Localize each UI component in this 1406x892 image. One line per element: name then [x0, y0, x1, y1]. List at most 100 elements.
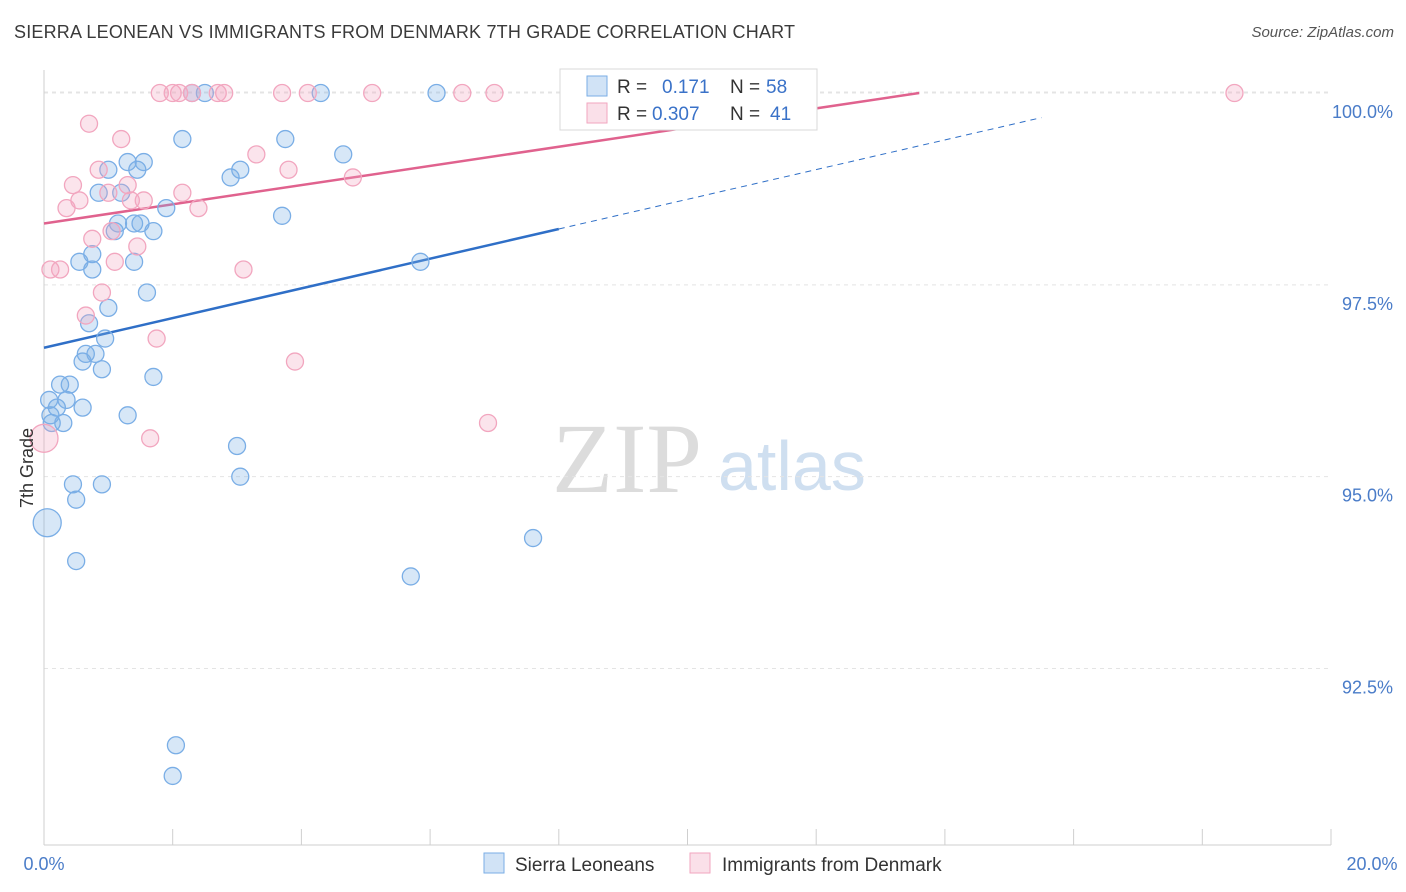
point-sierra-leoneans [173, 129, 192, 149]
point-sierra-leoneans [272, 206, 292, 225]
point-sierra-leoneans [401, 567, 420, 586]
point-sierra-leoneans [124, 252, 144, 271]
point-immigrants-denmark [453, 83, 472, 103]
point-sierra-leoneans [83, 260, 102, 279]
y-axis-label: 7th Grade [17, 428, 37, 508]
point-immigrants-denmark [272, 83, 292, 103]
point-sierra-leoneans [166, 736, 186, 755]
bottom-legend-swatch-sierra-leoneans [483, 852, 505, 874]
point-sierra-leoneans [134, 152, 153, 172]
legend-r-value-2: 0.307 [652, 104, 700, 125]
point-sierra-leoneans [86, 344, 105, 364]
point-sierra-leoneans [137, 283, 157, 302]
point-sierra-leoneans [144, 221, 163, 241]
point-sierra-leoneans [231, 467, 250, 486]
point-sierra-leoneans [54, 413, 73, 433]
point-immigrants-denmark [89, 160, 108, 179]
watermark-atlas: atlas [718, 427, 866, 505]
point-immigrants-denmark [279, 160, 298, 179]
y-tick-label: 97.5% [1342, 294, 1393, 314]
point-sierra-leoneans [60, 375, 79, 394]
point-sierra-leoneans [118, 152, 137, 172]
point-immigrants-denmark [215, 83, 234, 103]
point-sierra-leoneans [32, 508, 62, 538]
point-immigrants-denmark [247, 145, 266, 164]
trend-line-0 [43, 227, 560, 349]
series-legend: Sierra Leoneans Immigrants from Denmark [483, 852, 942, 876]
bottom-legend-label-immigrants-denmark: Immigrants from Denmark [722, 855, 942, 876]
point-immigrants-denmark [169, 83, 189, 103]
x-tick-label-max: 20.0% [1346, 854, 1397, 874]
point-sierra-leoneans [157, 198, 176, 218]
point-immigrants-denmark [112, 129, 131, 149]
point-immigrants-denmark [208, 83, 227, 103]
point-immigrants-denmark [363, 83, 382, 103]
point-sierra-leoneans [195, 83, 215, 103]
y-tick-label: 95.0% [1342, 486, 1393, 506]
point-immigrants-denmark [83, 229, 102, 248]
point-immigrants-denmark [118, 175, 137, 195]
point-immigrants-denmark [234, 260, 253, 279]
y-tick-label: 100.0% [1332, 102, 1393, 122]
point-sierra-leoneans [144, 367, 163, 387]
point-sierra-leoneans [523, 528, 543, 548]
point-sierra-leoneans [83, 245, 102, 264]
point-sierra-leoneans [334, 145, 353, 164]
chart-source: Source: ZipAtlas.com [1251, 24, 1394, 41]
legend-r-value-1: 0.171 [662, 77, 710, 98]
chart-title: SIERRA LEONEAN VS IMMIGRANTS FROM DENMAR… [14, 22, 796, 42]
bottom-legend-swatch-immigrants-denmark [689, 852, 711, 874]
x-tick-label-min: 0.0% [23, 854, 64, 874]
point-sierra-leoneans [76, 344, 95, 364]
bottom-legend-label-sierra-leoneans: Sierra Leoneans [515, 855, 654, 876]
point-immigrants-denmark [79, 114, 99, 133]
legend-r-label-1: R = [617, 77, 647, 98]
point-sierra-leoneans [124, 214, 144, 233]
point-immigrants-denmark [298, 83, 317, 103]
stats-legend-box [559, 68, 818, 131]
point-sierra-leoneans [47, 398, 67, 417]
point-sierra-leoneans [99, 160, 118, 179]
point-sierra-leoneans [92, 360, 112, 379]
point-immigrants-denmark [173, 183, 192, 202]
point-immigrants-denmark [29, 423, 59, 453]
point-sierra-leoneans [67, 551, 86, 571]
point-immigrants-denmark [99, 183, 118, 202]
point-sierra-leoneans [311, 83, 330, 103]
point-immigrants-denmark [163, 83, 182, 103]
point-immigrants-denmark [189, 198, 208, 218]
legend-n-value-2: 41 [770, 104, 791, 125]
legend-n-label-1: N = [730, 77, 760, 98]
legend-n-label-2: N = [730, 104, 760, 125]
point-sierra-leoneans [276, 129, 295, 149]
point-sierra-leoneans [231, 160, 250, 179]
point-immigrants-denmark [478, 413, 498, 433]
point-sierra-leoneans [89, 183, 108, 202]
point-immigrants-denmark [485, 83, 504, 103]
point-immigrants-denmark [134, 191, 153, 210]
point-immigrants-denmark [128, 237, 147, 256]
point-sierra-leoneans [67, 490, 86, 509]
y-tick-label: 92.5% [1342, 678, 1393, 698]
trend-lines [43, 91, 1042, 349]
legend-swatch-sierra-leoneans [586, 75, 608, 97]
point-sierra-leoneans [99, 298, 118, 318]
point-immigrants-denmark [50, 260, 70, 279]
watermark: ZIP atlas [552, 403, 866, 514]
point-immigrants-denmark [141, 429, 160, 448]
point-immigrants-denmark [1225, 83, 1244, 103]
point-sierra-leoneans [427, 83, 446, 103]
point-immigrants-denmark [102, 221, 121, 241]
point-immigrants-denmark [147, 329, 166, 348]
axes [43, 70, 1332, 846]
point-sierra-leoneans [57, 390, 76, 410]
point-sierra-leoneans [63, 475, 83, 494]
stats-legend: R = 0.171 N = 58 R = 0.307 N = 41 [559, 68, 818, 131]
point-immigrants-denmark [70, 191, 89, 210]
point-sierra-leoneans [73, 398, 92, 417]
point-sierra-leoneans [163, 766, 182, 786]
point-immigrants-denmark [343, 168, 363, 187]
point-sierra-leoneans [95, 329, 115, 348]
point-sierra-leoneans [50, 375, 70, 394]
point-sierra-leoneans [118, 406, 137, 425]
